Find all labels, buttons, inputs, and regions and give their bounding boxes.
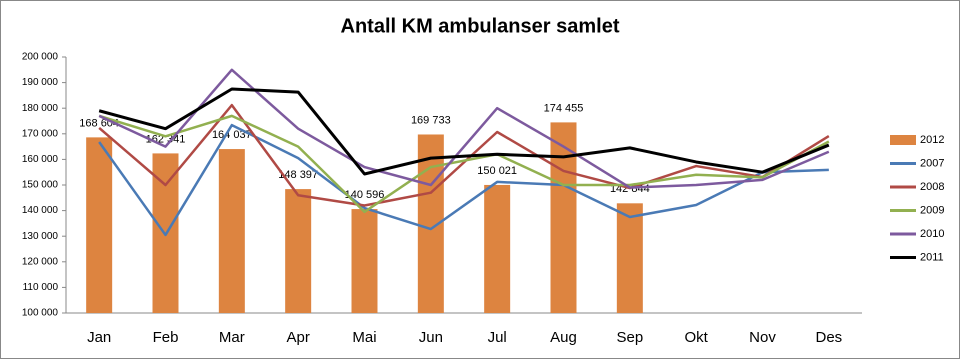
value-label: 174 455	[544, 102, 584, 114]
bar	[616, 203, 643, 313]
legend-label: 2007	[920, 157, 944, 169]
bar	[484, 184, 511, 313]
x-tick-label: Mar	[219, 329, 245, 346]
y-tick-label: 190 000	[22, 77, 59, 88]
line	[98, 123, 829, 237]
bar	[218, 149, 245, 313]
value-label: 150 021	[477, 165, 517, 177]
x-tick-label: Mai	[352, 329, 376, 346]
y-tick-label: 170 000	[22, 128, 59, 139]
x-tick-label: Jun	[419, 329, 443, 346]
y-tick-label: 150 000	[22, 180, 59, 191]
y-tick-label: 110 000	[23, 282, 59, 293]
legend-label: 2011	[920, 251, 944, 263]
legend-label: 2010	[920, 228, 944, 240]
legend-label: 2012	[920, 134, 944, 146]
x-tick-label: Sep	[616, 329, 643, 346]
bar	[86, 137, 113, 313]
x-tick-label: Apr	[286, 329, 309, 346]
x-tick-label: Nov	[749, 329, 776, 346]
line	[98, 114, 830, 214]
line	[98, 87, 830, 176]
y-tick-label: 130 000	[22, 231, 59, 242]
bar	[285, 189, 312, 313]
y-tick-label: 160 000	[22, 154, 59, 165]
x-tick-label: Aug	[550, 329, 577, 346]
value-label: 164 037	[212, 129, 252, 141]
bar	[351, 209, 378, 313]
x-tick-label: Feb	[153, 329, 179, 346]
y-tick-label: 100 000	[22, 308, 59, 319]
legend-swatch	[890, 135, 916, 145]
chart-title: Antall KM ambulanser samlet	[341, 15, 620, 37]
x-tick-label: Okt	[684, 329, 708, 346]
value-label: 148 397	[278, 169, 318, 181]
x-tick-label: Jan	[87, 329, 111, 346]
y-tick-label: 120 000	[22, 256, 59, 267]
legend-label: 2009	[920, 204, 944, 216]
x-tick-label: Jul	[488, 329, 507, 346]
y-tick-label: 200 000	[22, 52, 59, 63]
legend-label: 2008	[920, 181, 944, 193]
y-tick-label: 140 000	[22, 205, 59, 216]
x-tick-label: Des	[815, 329, 842, 346]
value-label: 140 596	[345, 189, 385, 201]
line	[98, 68, 830, 189]
y-tick-label: 180 000	[22, 103, 59, 114]
value-label: 168 604	[79, 117, 119, 129]
value-label: 169 733	[411, 114, 451, 126]
